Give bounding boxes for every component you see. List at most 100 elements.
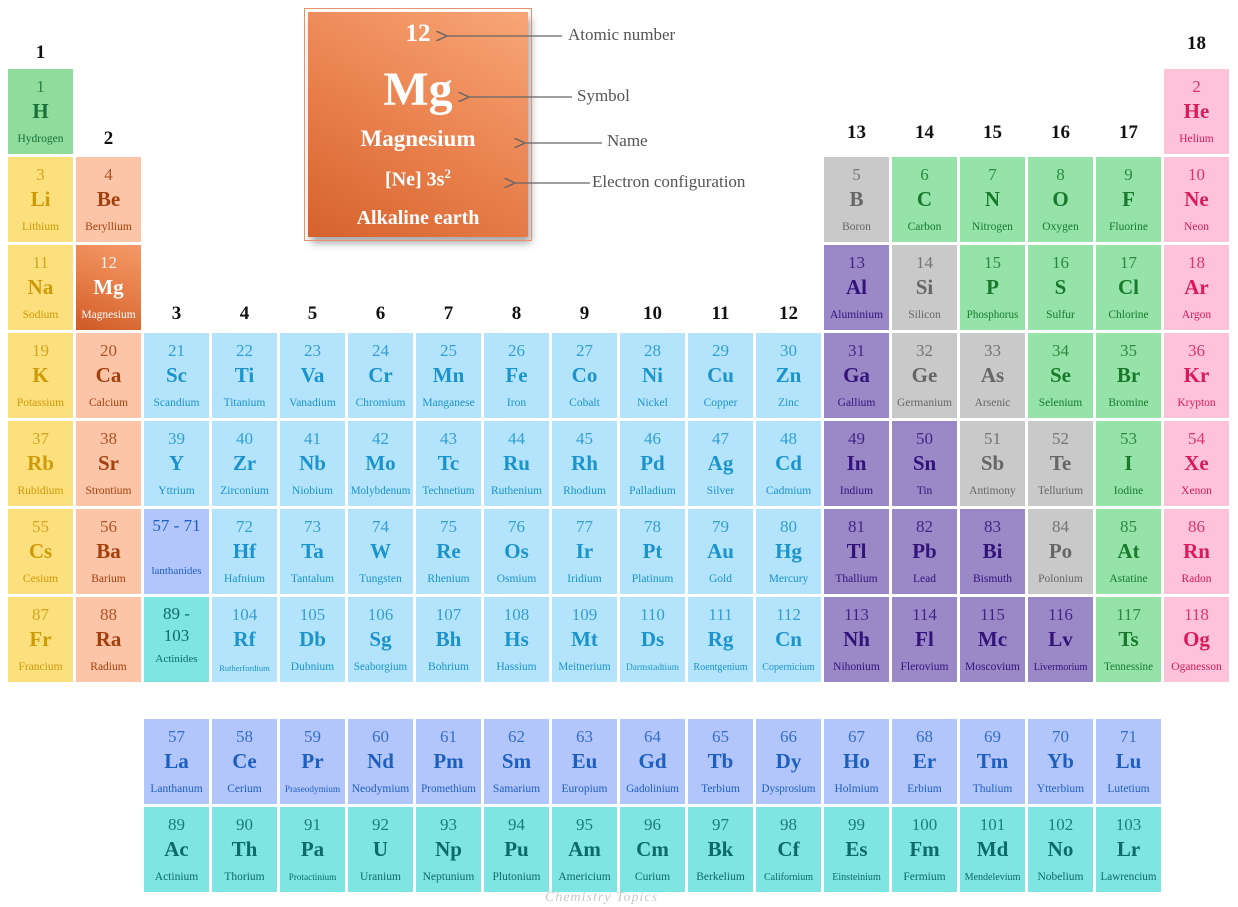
element-name: Copernicium bbox=[762, 661, 815, 673]
element-symbol: Ca bbox=[95, 363, 122, 387]
annotation: Symbol bbox=[577, 86, 630, 105]
element-symbol: Rb bbox=[27, 451, 54, 475]
element-name: Cobalt bbox=[569, 397, 600, 410]
element-name: Neodymium bbox=[351, 783, 410, 796]
element-cell: 28 Ni Nickel bbox=[620, 333, 685, 418]
element-name: Actinium bbox=[154, 871, 199, 884]
element-name: Tantalum bbox=[290, 573, 335, 586]
element-name: Germanium bbox=[897, 397, 952, 410]
element-name: Nickel bbox=[637, 397, 668, 410]
element-cell: 108 Hs Hassium bbox=[484, 597, 549, 682]
atomic-number: 23 bbox=[304, 341, 321, 360]
element-symbol: Ho bbox=[843, 749, 870, 773]
element-symbol: Kr bbox=[1183, 363, 1210, 387]
element-symbol: Lu bbox=[1115, 749, 1142, 773]
element-symbol: Rg bbox=[707, 627, 734, 651]
element-cell: 60 Nd Neodymium bbox=[348, 719, 413, 804]
element-cell: 93 Np Neptunium bbox=[416, 807, 481, 892]
atomic-number: 61 bbox=[440, 727, 457, 746]
element-symbol: Re bbox=[436, 539, 461, 563]
atomic-number: 113 bbox=[844, 605, 869, 624]
element-cell: 10 Ne Neon bbox=[1164, 157, 1229, 242]
element-cell: 68 Er Erbium bbox=[892, 719, 957, 804]
atomic-number: 37 bbox=[32, 429, 49, 448]
element-symbol: H bbox=[32, 99, 49, 123]
element-cell: 85 At Astatine bbox=[1096, 509, 1161, 594]
element-symbol: Os bbox=[504, 539, 529, 563]
element-name: Cadmium bbox=[765, 485, 812, 498]
element-cell: 110 Ds Darmstadtium bbox=[620, 597, 685, 682]
atomic-number: 117 bbox=[1116, 605, 1141, 624]
atomic-number: 3 bbox=[36, 165, 45, 184]
atomic-number: 107 bbox=[435, 605, 462, 624]
element-symbol: Ni bbox=[642, 363, 663, 387]
element-cell: 13 Al Aluminium bbox=[824, 245, 889, 330]
element-name: Neon bbox=[1184, 221, 1209, 234]
atomic-number: 85 bbox=[1120, 517, 1137, 536]
element-symbol: Eu bbox=[571, 749, 598, 773]
element-symbol: Cu bbox=[707, 363, 734, 387]
element-symbol: Na bbox=[27, 275, 54, 299]
legend-category: Alkaline earth bbox=[356, 207, 480, 229]
atomic-number: 7 bbox=[988, 165, 997, 184]
element-symbol: Pd bbox=[640, 451, 665, 475]
placeholder-label: lanthanides bbox=[151, 565, 202, 577]
element-name: Lawrencium bbox=[1100, 871, 1157, 884]
element-cell: 54 Xe Xenon bbox=[1164, 421, 1229, 506]
element-cell: 99 Es Einsteinium bbox=[824, 807, 889, 892]
element-symbol: Np bbox=[435, 837, 462, 861]
element-symbol: W bbox=[370, 539, 391, 563]
element-name: Molybdenum bbox=[350, 485, 411, 498]
element-cell: 38 Sr Strontium bbox=[76, 421, 141, 506]
element-cell: 101 Md Mendelevium bbox=[960, 807, 1025, 892]
element-name: Thorium bbox=[224, 871, 265, 884]
element-name: Beryllium bbox=[85, 221, 132, 234]
element-symbol: S bbox=[1054, 275, 1067, 299]
element-cell: 102 No Nobelium bbox=[1028, 807, 1093, 892]
atomic-number: 2 bbox=[1192, 77, 1201, 96]
element-cell: 8 O Oxygen bbox=[1028, 157, 1093, 242]
atomic-number: 31 bbox=[848, 341, 865, 360]
element-cell: 75 Re Rhenium bbox=[416, 509, 481, 594]
element-symbol: At bbox=[1117, 539, 1140, 563]
element-cell: 62 Sm Samarium bbox=[484, 719, 549, 804]
atomic-number: 96 bbox=[644, 815, 661, 834]
element-cell: 59 Pr Praseodymium bbox=[280, 719, 345, 804]
element-cell: 117 Ts Tennessine bbox=[1096, 597, 1161, 682]
atomic-number: 88 bbox=[100, 605, 117, 624]
element-name: Radium bbox=[90, 661, 127, 674]
group-number: 13 bbox=[847, 122, 866, 143]
element-cell: 24 Cr Chromium bbox=[348, 333, 413, 418]
element-name: Fermium bbox=[903, 871, 946, 884]
element-cell: 22 Ti Titanium bbox=[212, 333, 277, 418]
atomic-number: 97 bbox=[712, 815, 729, 834]
group-number: 6 bbox=[375, 303, 386, 324]
atomic-number: 78 bbox=[644, 517, 661, 536]
atomic-number: 24 bbox=[372, 341, 389, 360]
atomic-number: 35 bbox=[1120, 341, 1137, 360]
atomic-number: 56 bbox=[100, 517, 117, 536]
atomic-number: 8 bbox=[1056, 165, 1065, 184]
atomic-number: 76 bbox=[508, 517, 525, 536]
atomic-number: 69 bbox=[984, 727, 1001, 746]
atomic-number: 94 bbox=[508, 815, 525, 834]
element-cell: 29 Cu Copper bbox=[688, 333, 753, 418]
element-cell: 88 Ra Radium bbox=[76, 597, 141, 682]
element-cell: 45 Rh Rhodium bbox=[552, 421, 617, 506]
element-name: Meitnerium bbox=[558, 661, 611, 674]
element-name: Iron bbox=[506, 397, 527, 410]
element-cell: 94 Pu Plutonium bbox=[484, 807, 549, 892]
element-name: Rubidium bbox=[17, 485, 64, 498]
element-symbol: Cs bbox=[28, 539, 53, 563]
element-name: Aluminium bbox=[829, 309, 884, 322]
element-cell: 64 Gd Gadolinium bbox=[620, 719, 685, 804]
element-name: Barium bbox=[91, 573, 126, 586]
element-name: Antimony bbox=[969, 485, 1016, 498]
legend-configuration: [Ne] 3s2 bbox=[308, 166, 528, 192]
atomic-number: 109 bbox=[571, 605, 598, 624]
element-symbol: Lr bbox=[1116, 837, 1141, 861]
element-symbol: Ba bbox=[96, 539, 121, 563]
element-name: Copper bbox=[703, 397, 738, 410]
element-name: Californium bbox=[763, 871, 814, 883]
element-cell: 73 Ta Tantalum bbox=[280, 509, 345, 594]
